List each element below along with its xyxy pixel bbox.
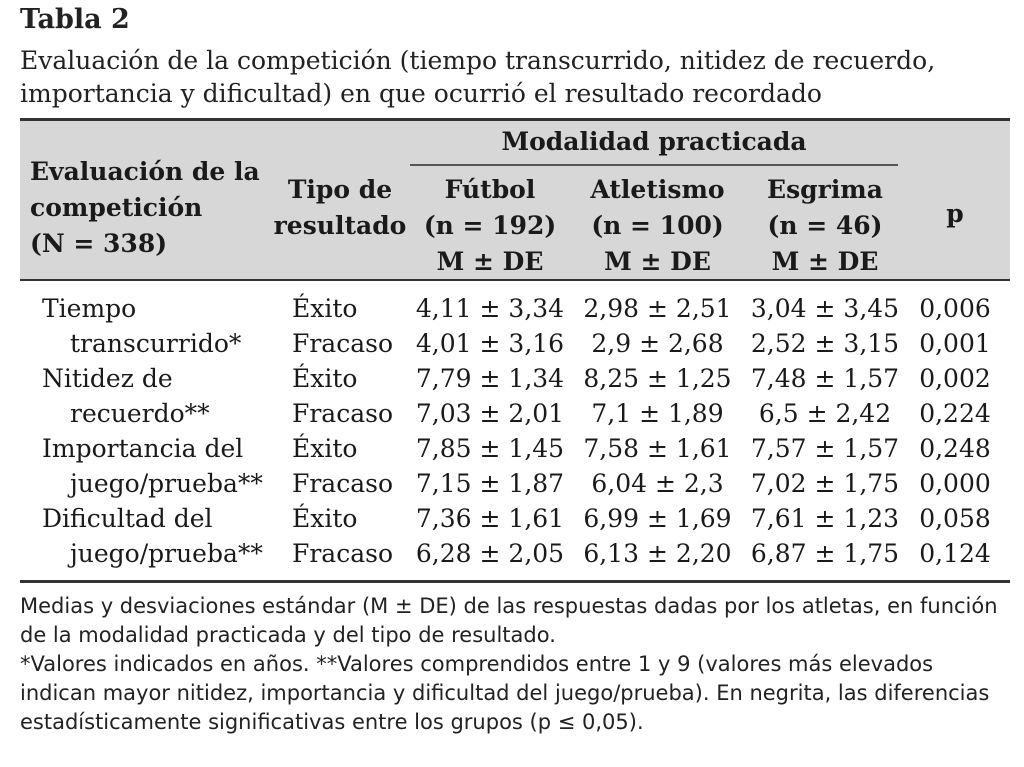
top-rule xyxy=(20,118,1010,121)
cell-p: 0,001 xyxy=(919,329,991,358)
row-label: Tiempo xyxy=(42,294,137,323)
header-esgrima-n: (n = 46) xyxy=(767,211,883,240)
header-esgrima-stat: M ± DE xyxy=(771,247,879,276)
cell-p: 0,002 xyxy=(919,364,991,393)
cell-atletismo: 2,9 ± 2,68 xyxy=(591,329,724,358)
table-title: Tabla 2 xyxy=(20,4,130,35)
cell-p: 0,000 xyxy=(919,469,991,498)
cell-futbol: 7,85 ± 1,45 xyxy=(415,434,565,463)
header-p: p xyxy=(946,199,964,228)
cell-atletismo: 8,25 ± 1,25 xyxy=(583,364,732,393)
header-evaluacion-line2: competición xyxy=(30,193,203,222)
table-caption: Evaluación de la competición (tiempo tra… xyxy=(20,46,936,108)
cell-atletismo: 7,1 ± 1,89 xyxy=(591,399,724,428)
header-esgrima: Esgrima (n = 46) M ± DE xyxy=(745,172,905,280)
cell-esgrima: 7,48 ± 1,57 xyxy=(750,364,900,393)
cell-p: 0,058 xyxy=(919,504,991,533)
header-atletismo-n: (n = 100) xyxy=(591,211,724,240)
row-tipo: Fracaso xyxy=(292,539,393,568)
header-rule xyxy=(20,279,1010,281)
cell-atletismo: 6,13 ± 2,20 xyxy=(583,539,732,568)
header-atletismo-name: Atletismo xyxy=(590,175,725,204)
cell-futbol: 6,28 ± 2,05 xyxy=(415,539,565,568)
footnote-1: Medias y desviaciones estándar (M ± DE) … xyxy=(20,594,998,647)
cell-atletismo: 6,99 ± 1,69 xyxy=(583,504,732,533)
row-tipo: Fracaso xyxy=(292,399,393,428)
cell-atletismo: 6,04 ± 2,3 xyxy=(591,469,724,498)
row-label: Importancia del xyxy=(42,434,244,463)
cell-p: 0,248 xyxy=(919,434,991,463)
row-label: Nitidez de xyxy=(42,364,173,393)
row-label: Dificultad del xyxy=(42,504,213,533)
header-futbol-name: Fútbol xyxy=(444,175,536,204)
row-tipo: Éxito xyxy=(292,434,358,463)
cell-futbol: 7,79 ± 1,34 xyxy=(415,364,565,393)
group-rule xyxy=(410,164,898,166)
row-label: transcurrido* xyxy=(70,329,242,358)
header-background xyxy=(20,121,1010,279)
header-evaluacion-line3: (N = 338) xyxy=(30,229,168,258)
header-evaluacion-line1: Evaluación de la xyxy=(30,157,260,186)
header-modalidad: Modalidad practicada xyxy=(501,127,807,156)
cell-futbol: 4,01 ± 3,16 xyxy=(415,329,565,358)
cell-esgrima: 6,87 ± 1,75 xyxy=(750,539,900,568)
results-table: Evaluación de la competición (N = 338) T… xyxy=(20,118,1010,583)
cell-p: 0,124 xyxy=(919,539,991,568)
header-futbol-stat: M ± DE xyxy=(436,247,544,276)
cell-p: 0,006 xyxy=(919,294,991,323)
table-footnotes: Medias y desviaciones estándar (M ± DE) … xyxy=(20,592,1010,737)
cell-futbol: 4,11 ± 3,34 xyxy=(415,294,565,323)
row-tipo: Éxito xyxy=(292,364,358,393)
cell-futbol: 7,36 ± 1,61 xyxy=(415,504,565,533)
bottom-rule xyxy=(20,580,1010,583)
cell-atletismo: 7,58 ± 1,61 xyxy=(583,434,732,463)
row-label: juego/prueba** xyxy=(70,469,263,498)
cell-futbol: 7,03 ± 2,01 xyxy=(415,399,565,428)
header-atletismo-stat: M ± DE xyxy=(604,247,711,276)
cell-esgrima: 2,52 ± 3,15 xyxy=(750,329,900,358)
header-evaluacion: Evaluación de la competición (N = 338) xyxy=(30,154,280,262)
header-atletismo: Atletismo (n = 100) M ± DE xyxy=(575,172,740,280)
cell-esgrima: 7,57 ± 1,57 xyxy=(750,434,900,463)
cell-esgrima: 7,02 ± 1,75 xyxy=(750,469,900,498)
row-tipo: Fracaso xyxy=(292,329,393,358)
row-tipo: Éxito xyxy=(292,504,358,533)
row-tipo: Éxito xyxy=(292,294,358,323)
cell-esgrima: 7,61 ± 1,23 xyxy=(750,504,900,533)
header-futbol-n: (n = 192) xyxy=(423,211,557,240)
cell-atletismo: 2,98 ± 2,51 xyxy=(583,294,732,323)
cell-esgrima: 6,5 ± 2,42 xyxy=(758,399,892,428)
row-label: juego/prueba** xyxy=(70,539,263,568)
header-futbol: Fútbol (n = 192) M ± DE xyxy=(410,172,570,280)
header-tipo: Tipo de resultado xyxy=(270,172,410,244)
header-tipo-line1: Tipo de xyxy=(287,175,393,204)
cell-esgrima: 3,04 ± 3,45 xyxy=(750,294,900,323)
header-esgrima-name: Esgrima xyxy=(767,175,883,204)
footnote-2: *Valores indicados en años. **Valores co… xyxy=(20,652,990,734)
row-tipo: Fracaso xyxy=(292,469,393,498)
cell-futbol: 7,15 ± 1,87 xyxy=(415,469,565,498)
cell-p: 0,224 xyxy=(919,399,991,428)
header-tipo-line2: resultado xyxy=(273,211,407,240)
row-label: recuerdo** xyxy=(70,399,210,428)
